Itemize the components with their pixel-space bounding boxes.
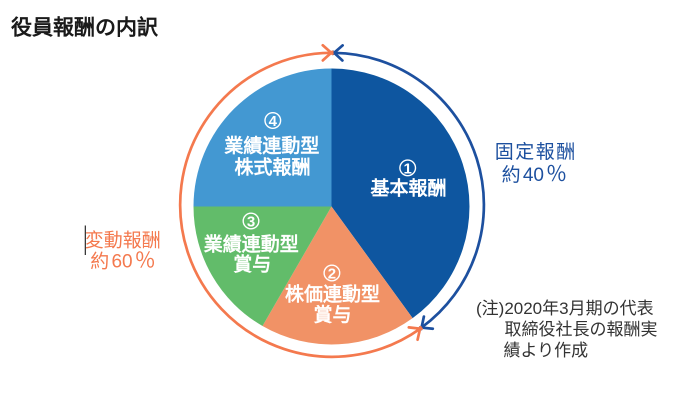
svg-text:株式報酬: 株式報酬	[234, 155, 310, 178]
svg-text:役員報酬の内訳: 役員報酬の内訳	[11, 16, 159, 40]
svg-text:4: 4	[269, 113, 278, 130]
svg-text:賞与: 賞与	[233, 253, 271, 276]
svg-text:1: 1	[404, 160, 412, 177]
svg-text:約40％: 約 40％	[502, 163, 567, 186]
svg-text:基本報酬: 基本報酬	[369, 176, 446, 199]
svg-text:2: 2	[328, 265, 336, 282]
svg-text:(注)2020年3月期の代表: (注)2020年3月期の代表	[476, 299, 654, 318]
svg-text:業績連動型: 業績連動型	[223, 134, 319, 157]
svg-text:3: 3	[247, 213, 255, 230]
svg-text:約60％: 約 60％	[90, 250, 155, 273]
svg-text:績より作成: 績より作成	[504, 341, 589, 360]
svg-text:取締役社長の報酬実: 取締役社長の報酬実	[505, 320, 658, 339]
svg-text:変動報酬: 変動報酬	[85, 229, 161, 251]
svg-text:業績連動型: 業績連動型	[203, 232, 299, 255]
svg-text:株価連動型: 株価連動型	[285, 282, 380, 305]
svg-text:賞与: 賞与	[313, 303, 351, 326]
svg-text:固定報酬: 固定報酬	[495, 141, 577, 163]
